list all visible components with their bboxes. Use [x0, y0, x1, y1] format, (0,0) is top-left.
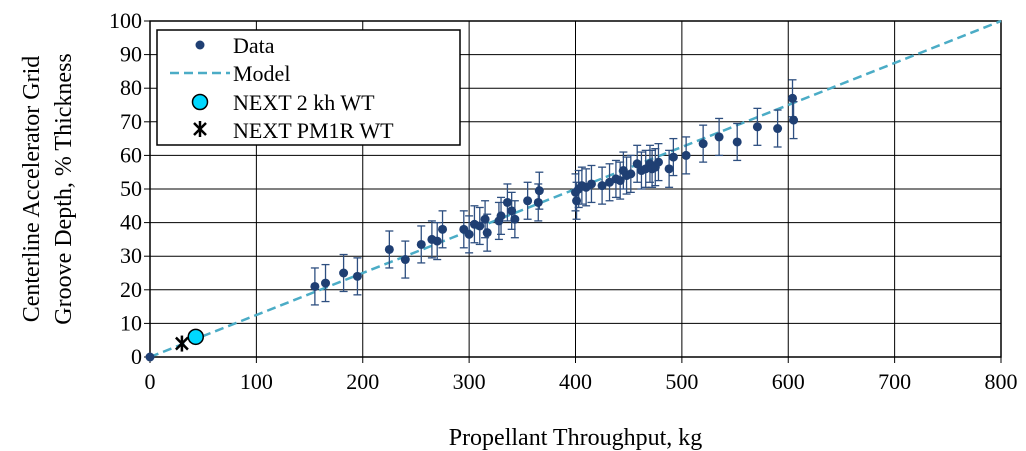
data-point	[475, 221, 485, 231]
data-point	[310, 281, 320, 291]
x-axis-ticks: 0 100 200 300 400 500 600 700 800	[145, 357, 1018, 394]
x-tick-label: 300	[453, 369, 486, 394]
legend-data-label: Data	[233, 33, 275, 58]
y-axis-title-line-1: Centerline Accelerator Grid	[19, 56, 45, 323]
data-point	[507, 206, 517, 216]
next-pm1r-wt-point	[175, 335, 189, 352]
y-tick-label: 100	[109, 8, 142, 33]
data-point	[653, 157, 663, 167]
data-point	[416, 239, 426, 249]
data-point	[533, 197, 543, 207]
data-point	[773, 124, 783, 134]
legend: Data Model NEXT 2 kh WT NEXT PM1R WT	[156, 29, 461, 146]
next-test-markers	[175, 328, 204, 352]
data-point	[534, 186, 544, 196]
data-point	[510, 214, 520, 224]
legend-box	[156, 29, 461, 146]
next-2kh-wt-point	[187, 328, 204, 346]
legend-data-marker	[195, 40, 205, 50]
data-point	[464, 229, 474, 239]
x-tick-label: 200	[346, 369, 379, 394]
y-axis-ticks: 0 10 20 30 40 50 60 70 80 90 100	[109, 8, 150, 369]
data-point	[752, 122, 762, 132]
y-tick-label: 10	[120, 310, 142, 335]
data-point	[432, 236, 442, 246]
y-axis-title: Centerline Accelerator Grid Groove Depth…	[19, 53, 77, 325]
data-point	[714, 132, 724, 142]
y-tick-label: 0	[131, 344, 142, 369]
data-point	[438, 224, 448, 234]
x-tick-label: 500	[665, 369, 698, 394]
x-tick-label: 100	[240, 369, 273, 394]
data-points	[145, 93, 799, 362]
data-point	[597, 181, 607, 191]
data-point	[384, 244, 394, 254]
data-point	[572, 196, 582, 206]
legend-next2kh-marker	[191, 93, 209, 111]
legend-model-label: Model	[233, 61, 290, 86]
x-tick-label: 0	[145, 369, 156, 394]
y-tick-label: 50	[120, 176, 142, 201]
data-point	[400, 255, 410, 265]
data-point	[681, 150, 691, 160]
data-point	[145, 352, 155, 362]
y-tick-label: 70	[120, 109, 142, 134]
data-point	[668, 152, 678, 162]
y-tick-label: 20	[120, 277, 142, 302]
data-point	[788, 93, 798, 103]
data-point	[632, 159, 642, 169]
model-line	[149, 19, 1002, 359]
legend-next2kh-label: NEXT 2 kh WT	[233, 90, 375, 115]
data-point	[789, 115, 799, 125]
y-tick-label: 60	[120, 142, 142, 167]
y-axis-title-line-2: Groove Depth, % Thickness	[51, 53, 77, 325]
data-point	[586, 179, 596, 189]
data-point	[502, 197, 512, 207]
data-point	[321, 278, 331, 288]
data-point	[523, 196, 533, 206]
data-point	[496, 211, 506, 221]
data-point	[664, 164, 674, 174]
data-point	[626, 169, 636, 179]
data-point	[480, 214, 490, 224]
x-axis-title: Propellant Throughput, kg	[449, 425, 703, 451]
data-point	[352, 271, 362, 281]
legend-pm1r-marker	[193, 121, 207, 137]
x-tick-label: 400	[559, 369, 592, 394]
x-tick-label: 800	[985, 369, 1018, 394]
data-point	[482, 228, 492, 238]
x-tick-label: 600	[772, 369, 805, 394]
data-point	[615, 176, 625, 186]
y-tick-label: 30	[120, 243, 142, 268]
y-tick-label: 90	[120, 42, 142, 67]
data-point	[698, 139, 708, 149]
x-tick-label: 700	[878, 369, 911, 394]
y-tick-label: 40	[120, 210, 142, 235]
data-point	[339, 268, 349, 278]
data-point	[732, 137, 742, 147]
y-tick-label: 80	[120, 75, 142, 100]
legend-pm1r-label: NEXT PM1R WT	[233, 118, 394, 143]
